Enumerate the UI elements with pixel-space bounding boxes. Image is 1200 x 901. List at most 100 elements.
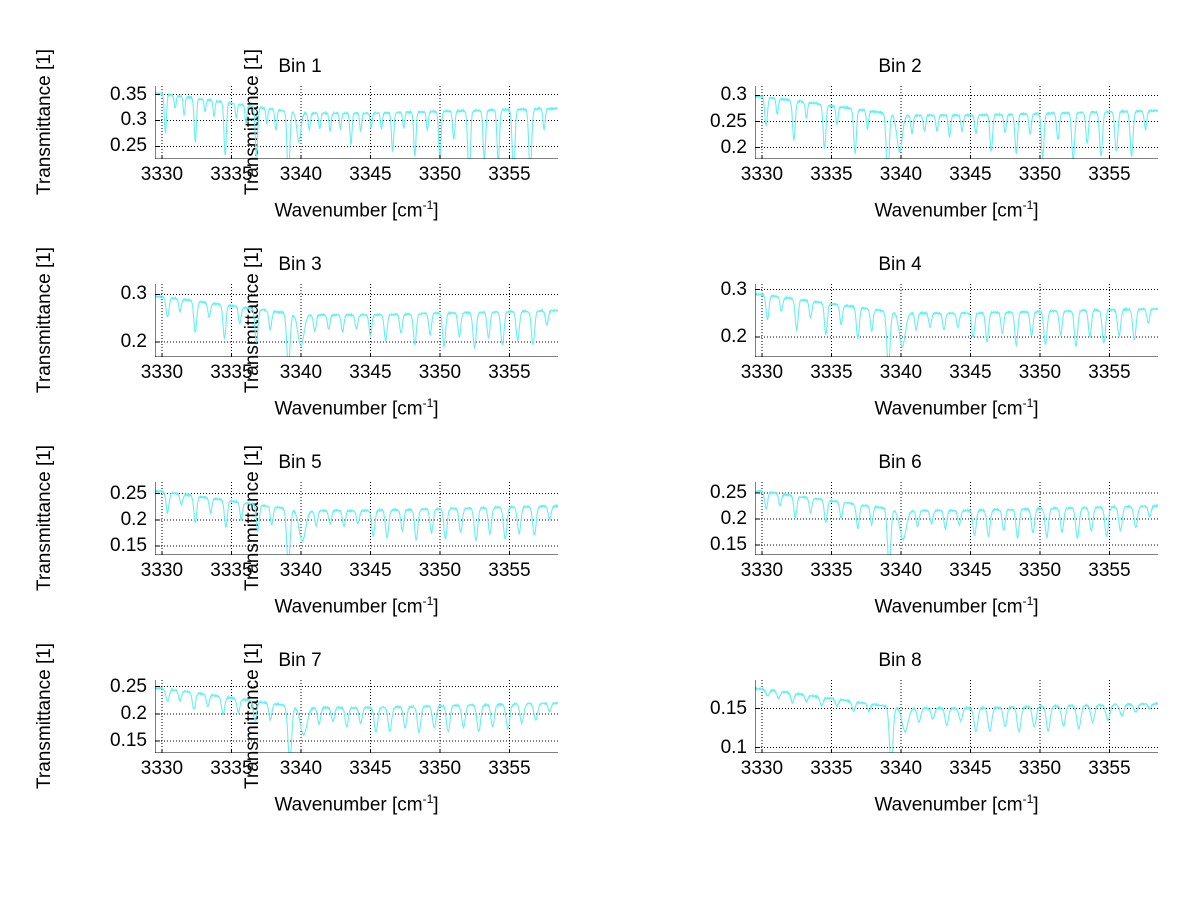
y-tick-label: 0.15: [710, 534, 747, 556]
x-tick-label: 3335: [810, 560, 853, 581]
gridlines: [755, 284, 1158, 357]
x-tick-label: 3335: [810, 164, 853, 185]
spectrum-svg: [755, 482, 1158, 555]
x-tick-labels: 3330 3335 3340 3345 3350 3355: [741, 758, 1158, 786]
x-tick-label: 3335: [210, 362, 253, 383]
x-tick-label: 3350: [1018, 560, 1062, 581]
plot-area: [155, 284, 558, 357]
y-tick-label: 0.2: [120, 330, 147, 352]
gridlines: [755, 86, 1158, 159]
x-tick-label: 3330: [740, 164, 784, 185]
subplot-bin-2: Bin 2 0.2 0.25 0.3 3330 3335 3340 3345 3350 335…: [600, 48, 1200, 246]
x-tick-label: 3350: [1018, 164, 1062, 185]
spectrum-svg: [155, 86, 558, 159]
plot-area: [155, 86, 558, 159]
subplot-bin-1: Bin 1 0.25 0.3 0.35 3330 3335 3340 3345 3350 33…: [0, 48, 600, 246]
spectrum-trace: [155, 90, 558, 159]
x-tick-label: 3330: [740, 362, 784, 383]
y-tick-labels: 0.2 0.3: [600, 280, 751, 357]
subplot-title: Bin 2: [878, 56, 922, 77]
x-tick-label: 3355: [488, 164, 531, 185]
x-tick-label: 3330: [140, 164, 184, 185]
x-tick-label: 3330: [140, 758, 184, 779]
y-tick-label: 0.2: [720, 136, 747, 158]
spectrum-trace: [755, 489, 1158, 555]
x-tick-label: 3335: [810, 758, 853, 779]
plot-area: [755, 86, 1158, 159]
subplot-bin-5: Bin 5 0.15 0.2 0.25 3330 3335 3340 3345 3350 33…: [0, 444, 600, 642]
y-tick-label: 0.15: [110, 730, 147, 751]
y-tick-label: 0.2: [720, 326, 747, 348]
y-tick-label: 0.2: [720, 508, 747, 529]
x-tick-label: 3355: [488, 362, 531, 383]
y-tick-labels: 0.15 0.2 0.25: [0, 675, 151, 753]
plot-area: [755, 284, 1158, 357]
y-tick-label: 0.3: [720, 84, 747, 106]
x-tick-label: 3340: [279, 362, 323, 383]
x-tick-label: 3345: [349, 560, 392, 581]
plot-area: [755, 482, 1158, 555]
x-tick-label: 3330: [740, 560, 784, 581]
subplot-title: Bin 1: [278, 56, 322, 77]
x-tick-label: 3340: [879, 362, 923, 383]
axis-ticks: [155, 686, 510, 753]
y-tick-label: 0.25: [110, 675, 147, 697]
x-axis-title: Wavenumber [cm-1]: [274, 396, 439, 420]
y-tick-label: 0.15: [710, 697, 747, 719]
plot-area: [155, 680, 558, 753]
subplot-title: Bin 6: [878, 452, 922, 473]
x-tick-label: 3345: [349, 758, 392, 779]
spectrum-trace: [155, 488, 558, 555]
x-tick-label: 3335: [210, 758, 253, 779]
spectrum-trace: [755, 291, 1158, 357]
x-tick-label: 3355: [488, 758, 531, 779]
plot-area: [155, 482, 558, 555]
y-tick-label: 0.25: [710, 110, 747, 132]
y-tick-label: 0.25: [110, 482, 147, 504]
x-tick-label: 3355: [1088, 362, 1131, 383]
spectrum-svg: [155, 482, 558, 555]
x-tick-labels: 3330 3335 3340 3345 3350 3355: [141, 758, 558, 786]
y-tick-label: 0.15: [110, 535, 147, 557]
spectrum-trace: [755, 686, 1158, 753]
y-tick-label: 0.2: [120, 702, 147, 724]
x-tick-label: 3350: [418, 362, 462, 383]
y-tick-label: 0.2: [120, 508, 147, 530]
x-axis-title: Wavenumber [cm-1]: [274, 198, 439, 222]
x-axis-title: Wavenumber [cm-1]: [274, 792, 439, 816]
y-tick-label: 0.3: [120, 109, 147, 131]
subplot-bin-6: Bin 6 0.15 0.2 0.25 3330 3335 3340 3345 3350 33…: [600, 444, 1200, 642]
x-tick-label: 3350: [418, 758, 462, 779]
y-tick-labels: 0.15 0.2 0.25: [0, 482, 151, 557]
x-tick-label: 3355: [1088, 758, 1131, 779]
plot-area: [755, 680, 1158, 753]
x-tick-labels: 3330 3335 3340 3345 3350 3355: [141, 362, 558, 390]
axis-ticks: [155, 293, 510, 357]
spectrum-svg: [755, 680, 1158, 753]
x-tick-label: 3350: [418, 560, 462, 581]
x-tick-label: 3345: [949, 560, 992, 581]
axis-ticks: [755, 492, 1110, 555]
spectrum-svg: [755, 284, 1158, 357]
x-tick-label: 3355: [1088, 164, 1131, 185]
spectrum-trace: [155, 685, 558, 753]
spectrum-trace: [155, 294, 558, 357]
x-tick-labels: 3330 3335 3340 3345 3350 3355: [741, 164, 1158, 192]
x-tick-labels: 3330 3335 3340 3345 3350 3355: [141, 164, 558, 192]
x-tick-labels: 3330 3335 3340 3345 3350 3355: [741, 560, 1158, 588]
spectrum-svg: [155, 284, 558, 357]
x-tick-label: 3340: [279, 164, 323, 185]
gridlines: [155, 86, 558, 159]
x-tick-label: 3350: [1018, 758, 1062, 779]
y-tick-label: 0.1: [720, 736, 747, 758]
x-axis-title: Wavenumber [cm-1]: [874, 396, 1039, 420]
x-tick-label: 3355: [1088, 560, 1131, 581]
subplot-title: Bin 5: [278, 452, 322, 473]
subplot-bin-7: Bin 7 0.15 0.2 0.25 3330 3335 3340 3345 3350 33…: [0, 642, 600, 840]
y-tick-label: 0.25: [110, 135, 147, 157]
gridlines: [755, 482, 1158, 555]
subplot-bin-3: Bin 3 0.2 0.3 3330 3335 3340 3345 3350 3355 Wa…: [0, 246, 600, 444]
y-tick-labels: 0.1 0.15: [600, 680, 751, 757]
y-tick-labels: 0.25 0.3 0.35: [0, 85, 151, 159]
